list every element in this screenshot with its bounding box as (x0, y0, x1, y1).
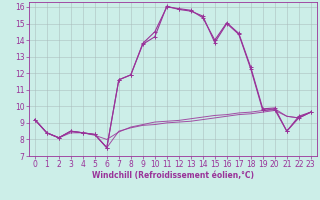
X-axis label: Windchill (Refroidissement éolien,°C): Windchill (Refroidissement éolien,°C) (92, 171, 254, 180)
